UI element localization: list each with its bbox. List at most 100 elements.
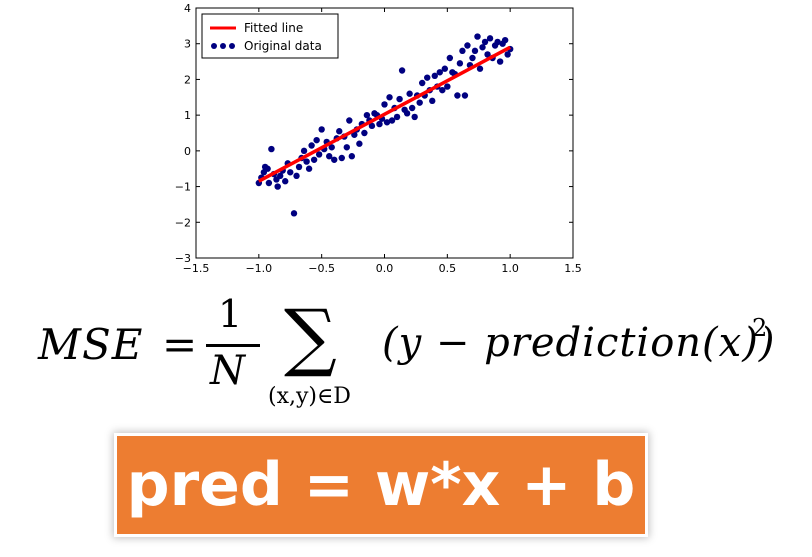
x-tick-label: −1.5: [183, 262, 210, 275]
formula-equals: =: [162, 320, 198, 369]
data-point: [494, 38, 501, 46]
x-tick-label: 0.5: [439, 262, 457, 275]
data-point: [424, 74, 431, 81]
fraction-denominator: N: [210, 348, 245, 394]
data-point: [381, 101, 388, 108]
data-point: [441, 65, 449, 72]
data-point: [454, 92, 461, 99]
x-tick-label: −0.5: [308, 262, 335, 275]
data-point: [474, 33, 481, 40]
data-point: [356, 140, 363, 147]
data-point: [331, 156, 338, 163]
sum-symbol: ∑: [284, 294, 337, 380]
data-point: [406, 90, 413, 97]
data-point: [429, 97, 436, 105]
data-point: [326, 153, 333, 160]
data-point: [446, 54, 454, 62]
data-point: [264, 165, 271, 172]
fraction-bar: [206, 344, 260, 347]
data-point: [471, 47, 479, 55]
data-point: [308, 142, 315, 149]
data-point: [348, 153, 356, 160]
data-point: [461, 92, 469, 99]
legend-label-fitted-line: Fitted line: [244, 21, 303, 35]
data-point: [476, 65, 484, 72]
data-point: [383, 119, 391, 126]
legend-label-original-data: Original data: [244, 39, 322, 53]
data-point: [398, 67, 406, 74]
data-point: [287, 169, 294, 176]
y-tick-label: −1: [175, 181, 191, 194]
data-point: [318, 126, 325, 133]
data-point: [310, 156, 318, 163]
data-point: [479, 44, 486, 51]
data-point: [351, 131, 358, 138]
prediction-equation-box: pred = w*x + b: [117, 436, 645, 534]
legend-box: [201, 13, 339, 59]
data-point: [496, 58, 504, 65]
data-point: [295, 163, 303, 171]
data-point: [368, 122, 376, 130]
x-tick-label: 1.0: [501, 262, 519, 275]
data-point: [436, 69, 443, 76]
data-point: [396, 95, 403, 103]
y-tick-label: 1: [184, 109, 191, 122]
data-point: [431, 72, 438, 80]
data-point: [411, 113, 418, 121]
prediction-equation: pred = w*x + b: [126, 450, 636, 520]
data-point: [305, 165, 313, 172]
legend-dot-swatch: [229, 43, 235, 49]
data-point: [388, 117, 396, 124]
formula-lhs: MSE: [38, 320, 144, 369]
data-point: [459, 47, 466, 55]
data-point: [343, 144, 350, 151]
y-axis-ticks: −3 −2 −1 0 1 2 3 4: [175, 2, 573, 265]
x-tick-label: 1.5: [564, 262, 582, 275]
fitted-line-segment: [258, 45, 511, 183]
data-point: [338, 154, 345, 162]
data-point: [328, 144, 335, 151]
mse-formula: MSE = 1 N ∑ (x,y)∈D (y − prediction(x)) …: [0, 292, 812, 430]
data-point: [290, 210, 298, 217]
data-point: [313, 136, 320, 144]
legend: Fitted line Original data: [201, 13, 339, 59]
data-point: [486, 35, 494, 42]
data-point: [361, 129, 368, 137]
data-point: [393, 113, 401, 121]
data-point: [268, 145, 275, 153]
data-point: [419, 79, 426, 87]
formula-body: (y − prediction(x)): [382, 320, 776, 366]
legend-dot-swatch: [220, 43, 226, 49]
fitted-line: [258, 45, 511, 183]
x-tick-label: −1.0: [245, 262, 272, 275]
scatter-plot: −1.5 −1.0 −0.5 0.0 0.5 1.0 1.5 −3 −2 −1 0 1 2 3 4 Fit…: [175, 2, 582, 275]
data-point: [336, 128, 343, 135]
data-point: [439, 86, 446, 94]
data-point: [346, 117, 353, 124]
data-point: [408, 104, 416, 112]
data-point: [293, 172, 300, 180]
data-point: [376, 120, 383, 128]
data-point: [300, 147, 308, 155]
data-point: [481, 38, 489, 46]
data-point: [464, 42, 471, 49]
data-point: [303, 158, 310, 165]
data-point: [274, 183, 281, 190]
data-point: [469, 54, 476, 62]
y-tick-label: −3: [175, 252, 191, 265]
data-point: [276, 172, 284, 180]
data-point: [315, 151, 323, 158]
data-point: [416, 99, 423, 106]
y-tick-label: 4: [184, 2, 191, 15]
data-point: [504, 51, 511, 58]
y-tick-label: 3: [184, 38, 191, 51]
data-point: [444, 83, 451, 90]
data-point: [363, 111, 371, 119]
data-point: [403, 110, 411, 117]
y-tick-label: −2: [175, 216, 191, 229]
y-tick-label: 2: [184, 73, 191, 86]
data-point: [456, 60, 464, 67]
sum-subscript: (x,y)∈D: [268, 384, 351, 409]
data-point: [282, 178, 289, 185]
data-point: [265, 179, 273, 187]
